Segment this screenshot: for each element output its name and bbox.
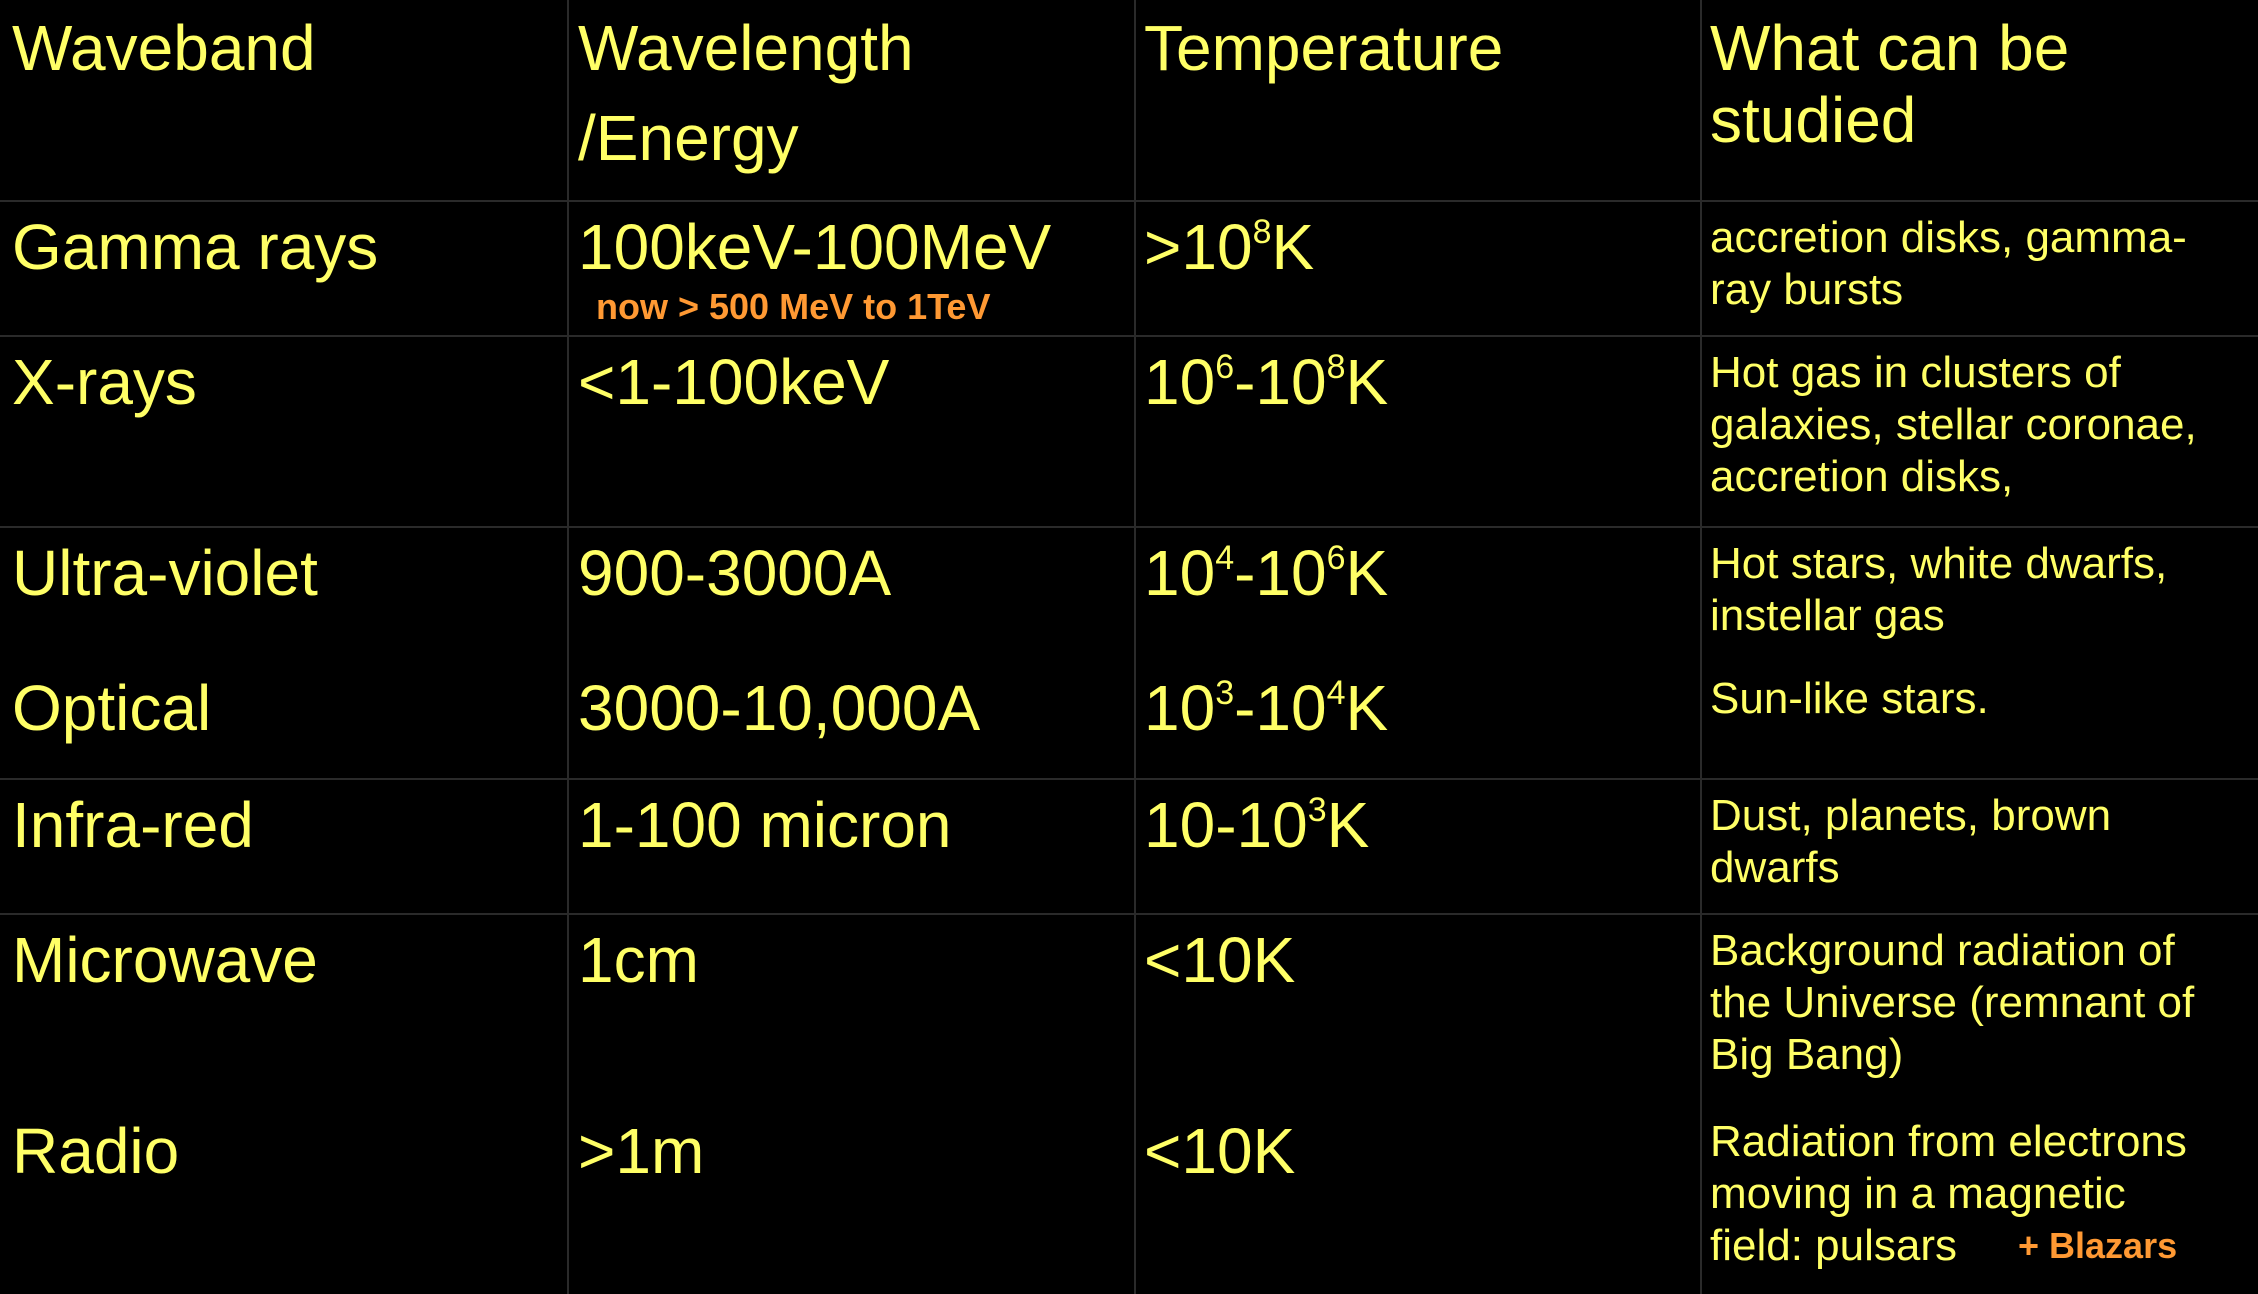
temperature-microwave: <10K xyxy=(1144,924,1296,996)
row-divider xyxy=(0,526,2258,528)
studied-gamma: accretion disks, gamma- ray bursts xyxy=(1710,213,2187,314)
row-divider xyxy=(0,778,2258,780)
wavelength-xrays: <1-100keV xyxy=(578,346,890,418)
temperature-infrared: 10-103K xyxy=(1144,789,1370,861)
studied-microwave: Background radiation of the Universe (re… xyxy=(1710,926,2195,1079)
wavelength-optical: 3000-10,000A xyxy=(578,672,981,744)
column-divider xyxy=(1134,0,1136,1294)
header-temperature: Temperature xyxy=(1144,12,1504,84)
studied-uv: Hot stars, white dwarfs, instellar gas xyxy=(1710,539,2168,640)
temperature-optical: 103-104K xyxy=(1144,672,1389,744)
wavelength-microwave: 1cm xyxy=(578,924,699,996)
header-studied: What can be studied xyxy=(1710,12,2069,156)
row-divider xyxy=(0,913,2258,915)
studied-note-radio: + Blazars xyxy=(2018,1225,2178,1266)
header-waveband: Waveband xyxy=(12,12,316,84)
waveband-radio: Radio xyxy=(12,1115,180,1187)
wavelength-gamma: 100keV-100MeV xyxy=(578,211,1052,283)
temperature-xrays: 106-108K xyxy=(1144,346,1389,418)
header-studied-line1: What can be xyxy=(1710,12,2070,84)
header-wavelength: Wavelength /Energy xyxy=(578,12,914,174)
temperature-radio: <10K xyxy=(1144,1115,1296,1187)
waveband-infrared: Infra-red xyxy=(12,789,254,861)
studied-xrays: Hot gas in clusters of galaxies, stellar… xyxy=(1710,348,2197,501)
waveband-gamma: Gamma rays xyxy=(12,211,379,283)
wavelength-note-gamma: now > 500 MeV to 1TeV xyxy=(596,286,991,327)
row-divider xyxy=(0,200,2258,202)
wavelength-radio: >1m xyxy=(578,1115,705,1187)
waveband-microwave: Microwave xyxy=(12,924,318,996)
row-divider xyxy=(0,335,2258,337)
studied-infrared: Dust, planets, brown dwarfs xyxy=(1710,791,2112,892)
waveband-optical: Optical xyxy=(12,672,212,744)
wavelength-infrared: 1-100 micron xyxy=(578,789,952,861)
waveband-xrays: X-rays xyxy=(12,346,197,418)
column-divider xyxy=(567,0,569,1294)
header-wavelength-line1: Wavelength xyxy=(578,12,914,84)
temperature-uv: 104-106K xyxy=(1144,537,1389,609)
wavelength-uv: 900-3000A xyxy=(578,537,892,609)
column-divider xyxy=(1700,0,1702,1294)
waveband-uv: Ultra-violet xyxy=(12,537,318,609)
header-studied-line2: studied xyxy=(1710,84,1917,156)
studied-radio: Radiation from electrons moving in a mag… xyxy=(1710,1117,2187,1270)
temperature-gamma: >108K xyxy=(1144,211,1315,283)
header-wavelength-line2: /Energy xyxy=(578,102,799,174)
studied-optical: Sun-like stars. xyxy=(1710,674,1989,723)
